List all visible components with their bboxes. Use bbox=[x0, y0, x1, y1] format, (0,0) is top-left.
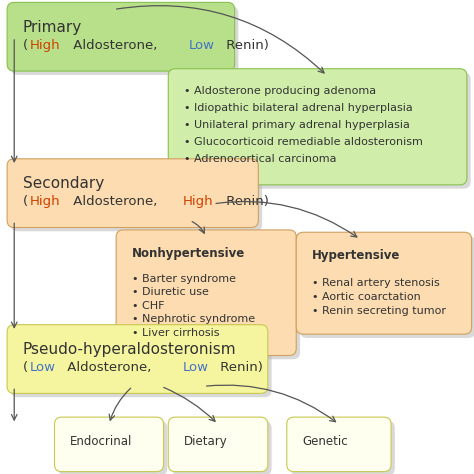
Text: • Adrenocortical carcinoma: • Adrenocortical carcinoma bbox=[184, 154, 337, 164]
Text: Genetic: Genetic bbox=[302, 435, 348, 448]
FancyBboxPatch shape bbox=[116, 230, 296, 356]
Text: (: ( bbox=[23, 38, 28, 52]
Text: • Liver cirrhosis: • Liver cirrhosis bbox=[132, 328, 219, 338]
FancyBboxPatch shape bbox=[55, 417, 164, 472]
FancyBboxPatch shape bbox=[300, 236, 474, 338]
FancyBboxPatch shape bbox=[11, 163, 262, 231]
Text: • Aortic coarctation: • Aortic coarctation bbox=[312, 292, 420, 301]
Text: • Glucocorticoid remediable aldosteronism: • Glucocorticoid remediable aldosteronis… bbox=[184, 137, 423, 147]
FancyBboxPatch shape bbox=[11, 6, 238, 75]
Text: • Idiopathic bilateral adrenal hyperplasia: • Idiopathic bilateral adrenal hyperplas… bbox=[184, 103, 413, 113]
Text: • Unilateral primary adrenal hyperplasia: • Unilateral primary adrenal hyperplasia bbox=[184, 120, 410, 130]
Text: Primary: Primary bbox=[23, 20, 82, 35]
FancyBboxPatch shape bbox=[172, 421, 272, 474]
FancyBboxPatch shape bbox=[296, 232, 472, 334]
FancyBboxPatch shape bbox=[7, 2, 235, 71]
Text: Aldosterone,: Aldosterone, bbox=[69, 38, 162, 52]
Text: • Renin secreting tumor: • Renin secreting tumor bbox=[312, 306, 446, 316]
FancyBboxPatch shape bbox=[168, 69, 467, 185]
FancyBboxPatch shape bbox=[7, 325, 268, 393]
Text: Dietary: Dietary bbox=[184, 435, 228, 448]
Text: Pseudo-hyperaldosteronism: Pseudo-hyperaldosteronism bbox=[23, 342, 237, 357]
Text: Aldosterone,: Aldosterone, bbox=[63, 361, 155, 374]
FancyBboxPatch shape bbox=[172, 73, 471, 189]
FancyBboxPatch shape bbox=[291, 421, 395, 474]
Text: Renin): Renin) bbox=[222, 195, 269, 208]
Text: Nonhypertensive: Nonhypertensive bbox=[132, 247, 245, 260]
Text: (: ( bbox=[23, 195, 28, 208]
Text: High: High bbox=[29, 38, 60, 52]
Text: (: ( bbox=[23, 361, 28, 374]
Text: Renin): Renin) bbox=[216, 361, 263, 374]
Text: High: High bbox=[29, 195, 60, 208]
Text: High: High bbox=[183, 195, 214, 208]
Text: • Barter syndrome: • Barter syndrome bbox=[132, 274, 236, 284]
FancyBboxPatch shape bbox=[7, 159, 258, 228]
Text: • CHF: • CHF bbox=[132, 301, 164, 311]
FancyBboxPatch shape bbox=[120, 234, 300, 359]
Text: • Diuretic use: • Diuretic use bbox=[132, 287, 209, 297]
Text: • Nephrotic syndrome: • Nephrotic syndrome bbox=[132, 314, 255, 324]
Text: Low: Low bbox=[29, 361, 55, 374]
FancyBboxPatch shape bbox=[168, 417, 268, 472]
Text: Aldosterone,: Aldosterone, bbox=[69, 195, 157, 208]
Text: • Aldosterone producing adenoma: • Aldosterone producing adenoma bbox=[184, 86, 376, 96]
FancyBboxPatch shape bbox=[287, 417, 391, 472]
Text: Hypertensive: Hypertensive bbox=[312, 249, 400, 262]
Text: • Renal artery stenosis: • Renal artery stenosis bbox=[312, 278, 440, 288]
FancyBboxPatch shape bbox=[11, 328, 272, 397]
FancyBboxPatch shape bbox=[58, 421, 167, 474]
Text: Renin): Renin) bbox=[222, 38, 269, 52]
Text: Low: Low bbox=[188, 38, 214, 52]
Text: Low: Low bbox=[182, 361, 209, 374]
Text: Secondary: Secondary bbox=[23, 176, 104, 191]
Text: Endocrinal: Endocrinal bbox=[70, 435, 133, 448]
